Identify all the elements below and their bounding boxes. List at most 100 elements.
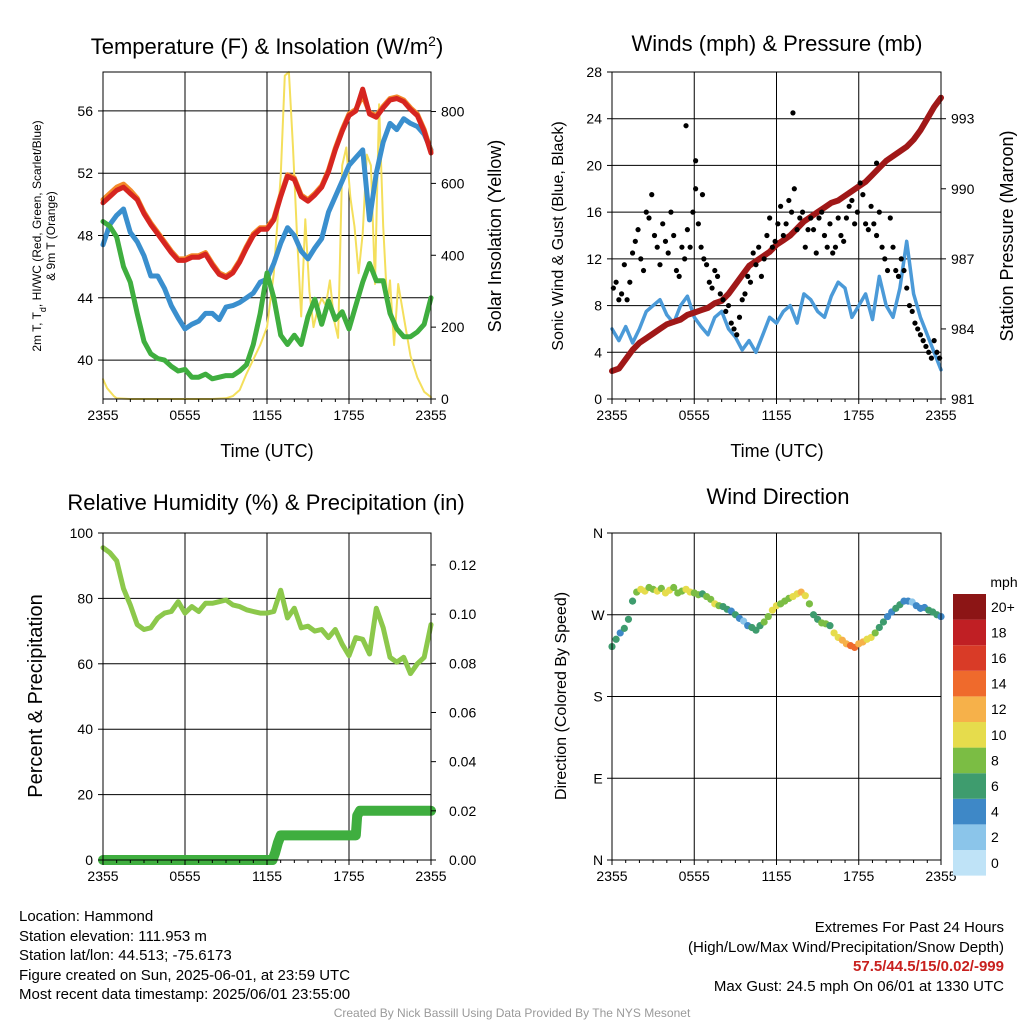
gust-point bbox=[638, 256, 644, 262]
colorbar-label: 8 bbox=[991, 752, 999, 768]
x-tick-label: 2355 bbox=[925, 407, 956, 423]
gust-point bbox=[693, 186, 699, 192]
gust-point bbox=[764, 232, 770, 239]
wind-x-axis-label: Time (UTC) bbox=[730, 441, 823, 461]
colorbar-label: 18 bbox=[991, 624, 1007, 640]
direction-point bbox=[826, 622, 834, 630]
gust-point bbox=[794, 227, 800, 233]
gust-point bbox=[731, 326, 737, 332]
x-tick-label: 1755 bbox=[333, 407, 364, 423]
recent-timestamp: Most recent data timestamp: 2025/06/01 2… bbox=[19, 986, 351, 1003]
gust-point bbox=[709, 285, 715, 291]
gust-point bbox=[838, 232, 844, 239]
gust-point bbox=[618, 291, 625, 297]
gust-point bbox=[824, 244, 830, 250]
rh-y-tick-label: 40 bbox=[77, 721, 93, 737]
precipitation-line bbox=[98, 805, 436, 865]
direction-point bbox=[620, 624, 628, 632]
gust-point bbox=[654, 244, 660, 250]
gust-point bbox=[931, 338, 937, 344]
pressure-y-tick-label: 987 bbox=[951, 251, 975, 267]
direction-point bbox=[628, 597, 637, 605]
gust-point bbox=[835, 215, 841, 221]
gust-point bbox=[703, 262, 710, 268]
colorbar-swatch bbox=[953, 773, 986, 799]
gust-point bbox=[879, 244, 885, 250]
gust-point bbox=[920, 338, 926, 344]
label-part: 2m T, T bbox=[30, 311, 44, 351]
temp-y-axis-label: 2m T, Td, HI/WC (Red, Green, Scarlet/Blu… bbox=[30, 120, 48, 351]
gust-point bbox=[846, 203, 852, 209]
gust-point bbox=[753, 262, 759, 268]
colorbar-label: 16 bbox=[991, 650, 1007, 666]
gust-point bbox=[665, 250, 671, 256]
wind-y-tick-label: 16 bbox=[586, 204, 602, 220]
gust-point bbox=[780, 232, 786, 239]
gust-point bbox=[635, 227, 641, 233]
station-pressure-line bbox=[609, 94, 944, 374]
direction-point bbox=[764, 612, 772, 621]
gust-point bbox=[849, 197, 855, 204]
dir-y-axis-label: Direction (Colored By Speed) bbox=[553, 592, 570, 800]
gust-point bbox=[901, 267, 907, 274]
gust-point bbox=[827, 221, 833, 227]
gust-point bbox=[734, 332, 740, 338]
gust-point bbox=[772, 238, 778, 244]
direction-point bbox=[670, 583, 678, 592]
precip-y-tick-label: 0.00 bbox=[449, 852, 476, 868]
gust-point bbox=[695, 221, 701, 227]
gust-point bbox=[816, 215, 822, 221]
colorbar-swatch bbox=[953, 594, 986, 620]
station-location: Location: Hammond bbox=[19, 908, 154, 925]
insolation-y-axis-label: Solar Insolation (Yellow) bbox=[485, 140, 505, 332]
gust-point bbox=[646, 215, 652, 221]
dir-y-tick-label: N bbox=[593, 525, 603, 541]
label-part: , HI/WC (Red, Green, Scarlet/Blue) bbox=[30, 120, 44, 307]
temp-y-axis-label-line2: & 9m T (Orange) bbox=[44, 191, 58, 281]
x-tick-label: 2355 bbox=[415, 407, 446, 423]
x-tick-label: 0555 bbox=[679, 407, 710, 423]
relative-humidity-line bbox=[100, 545, 434, 677]
gust-point bbox=[687, 244, 693, 250]
gust-point bbox=[627, 279, 633, 285]
x-tick-label: 2355 bbox=[415, 868, 446, 884]
station-latlon: Station lat/lon: 44.513; -75.6173 bbox=[19, 947, 232, 964]
insolation-y-tick-label: 600 bbox=[441, 175, 465, 191]
dir-y-tick-label: S bbox=[593, 689, 602, 705]
colorbar-label: 4 bbox=[991, 804, 999, 820]
direction-point bbox=[805, 600, 814, 608]
dir-chart-title: Wind Direction bbox=[706, 484, 849, 509]
dir-y-tick-label: E bbox=[593, 770, 602, 786]
gust-point bbox=[629, 250, 636, 256]
title-superscript: 2 bbox=[428, 33, 436, 49]
x-tick-label: 1155 bbox=[761, 407, 791, 423]
pressure-y-axis-label: Station Pressure (Maroon) bbox=[997, 130, 1017, 341]
temp-chart-title: Temperature (F) & Insolation (W/m2) bbox=[91, 33, 444, 59]
gust-point bbox=[790, 110, 796, 116]
x-tick-label: 1755 bbox=[843, 407, 874, 423]
gust-point bbox=[679, 244, 685, 250]
gust-point bbox=[912, 320, 918, 326]
gust-point bbox=[624, 297, 630, 303]
gust-point bbox=[662, 238, 669, 244]
gust-point bbox=[863, 221, 869, 227]
gust-point bbox=[742, 291, 748, 297]
gust-point bbox=[739, 297, 745, 303]
gust-point bbox=[873, 160, 880, 166]
gust-point bbox=[668, 209, 674, 215]
credit-line: Created By Nick Bassill Using Data Provi… bbox=[333, 1006, 691, 1020]
gust-point bbox=[640, 267, 647, 274]
gust-point bbox=[750, 250, 756, 256]
gust-point bbox=[690, 209, 696, 215]
gust-point bbox=[928, 355, 935, 361]
gust-point bbox=[767, 215, 773, 221]
colorbar-swatch bbox=[953, 645, 986, 671]
gust-point bbox=[621, 262, 627, 268]
gust-point bbox=[832, 244, 839, 250]
gust-point bbox=[830, 250, 836, 256]
direction-point bbox=[612, 635, 620, 643]
gust-point bbox=[651, 232, 658, 239]
x-tick-label: 2355 bbox=[87, 868, 118, 884]
colorbar-swatch bbox=[953, 824, 986, 850]
